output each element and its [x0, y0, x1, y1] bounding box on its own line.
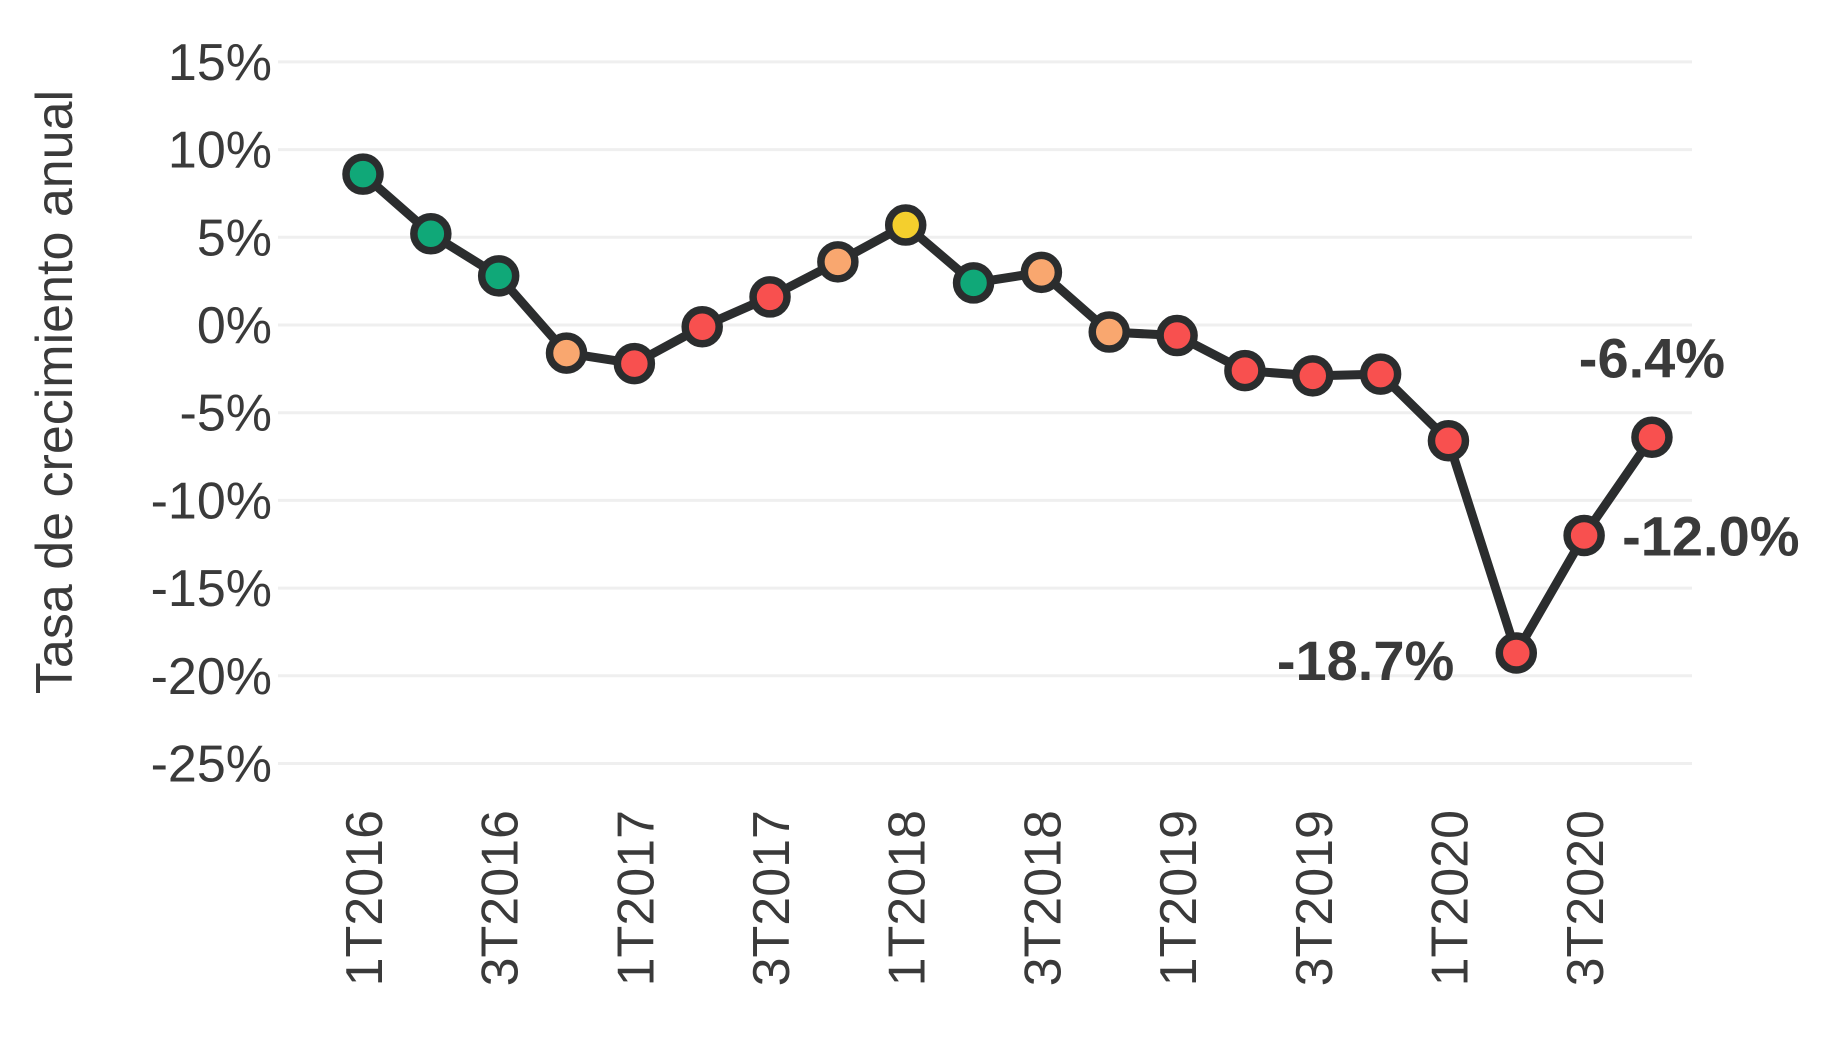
x-tick-label: 3T2020	[1557, 810, 1615, 986]
data-point-4T2018	[1088, 311, 1130, 353]
data-label-2T2020: -18.7%	[1277, 629, 1454, 692]
data-point-1T2020	[1427, 420, 1470, 462]
x-tick-label: 3T2018	[1014, 810, 1072, 986]
data-point-4T2016	[545, 332, 588, 374]
data-point-2T2016	[410, 213, 452, 255]
x-tick-label: 1T2017	[607, 810, 665, 986]
x-tick-label: 1T2020	[1421, 810, 1479, 986]
data-point-1T2017	[613, 342, 656, 385]
x-tick-label: 3T2017	[743, 810, 801, 986]
data-point-3T2018	[1020, 251, 1063, 294]
x-tick-label: 1T2016	[336, 810, 394, 986]
y-tick-label: 5%	[197, 209, 272, 267]
y-axis-title: Tasa de crecimiento anual	[26, 90, 84, 694]
data-point-2T2020	[1495, 632, 1538, 674]
data-label-3T2020: -12.0%	[1622, 504, 1799, 567]
y-tick-label: -10%	[151, 472, 272, 530]
data-label-4T2020: -6.4%	[1579, 326, 1725, 389]
data-point-4T2020	[1631, 416, 1673, 459]
x-tick-label: 3T2016	[472, 810, 530, 986]
data-point-3T2017	[749, 276, 791, 318]
data-point-1T2016	[342, 153, 384, 195]
data-point-3T2019	[1292, 355, 1334, 397]
y-tick-label: 15%	[168, 34, 272, 92]
data-point-1T2019	[1156, 314, 1198, 357]
y-tick-label: -20%	[151, 648, 272, 706]
y-tick-label: -5%	[180, 385, 272, 443]
y-tick-label: 0%	[197, 297, 272, 355]
data-point-3T2016	[477, 255, 520, 297]
data-point-4T2017	[817, 241, 859, 283]
data-point-2T2017	[681, 306, 723, 348]
x-tick-label: 1T2018	[879, 810, 937, 986]
data-point-4T2019	[1359, 353, 1402, 395]
data-point-1T2018	[884, 204, 927, 246]
y-tick-label: -15%	[151, 560, 272, 618]
y-tick-label: -25%	[151, 736, 272, 794]
x-tick-label: 1T2019	[1150, 810, 1208, 986]
x-tick-label: 3T2019	[1286, 810, 1344, 986]
y-tick-label: 10%	[168, 122, 272, 180]
data-point-3T2020	[1563, 514, 1605, 557]
data-point-2T2019	[1224, 349, 1266, 392]
data-point-2T2018	[952, 262, 995, 304]
